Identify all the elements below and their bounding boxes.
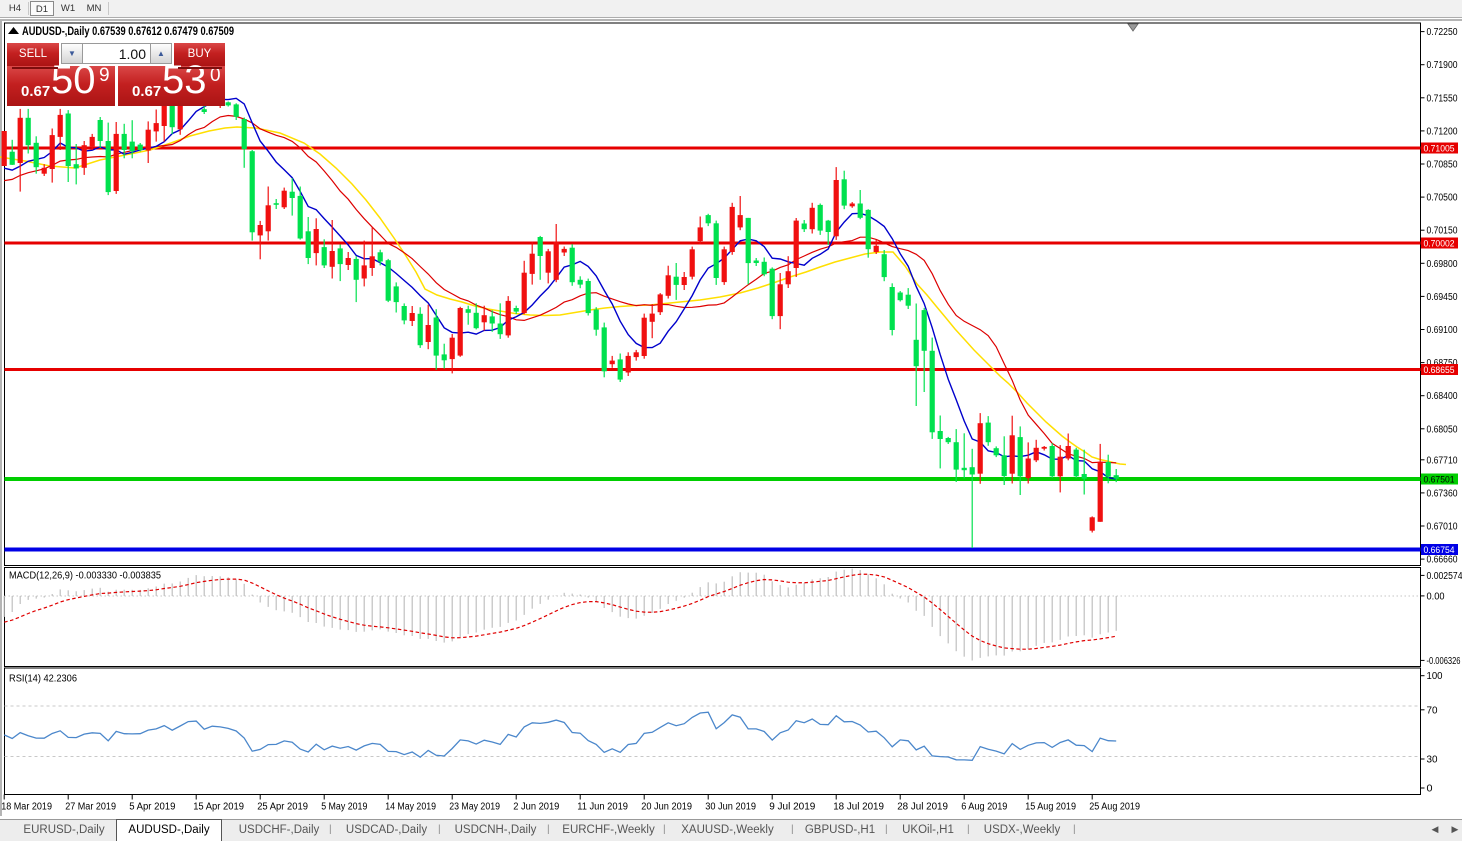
svg-text:2 Jun 2019: 2 Jun 2019 [513, 802, 560, 813]
svg-text:18 Mar 2019: 18 Mar 2019 [1, 802, 52, 813]
svg-text:0.002574: 0.002574 [1427, 571, 1462, 582]
svg-text:0.66754: 0.66754 [1424, 545, 1455, 556]
svg-text:15 Apr 2019: 15 Apr 2019 [193, 802, 244, 813]
svg-text:0.68655: 0.68655 [1424, 365, 1455, 376]
svg-text:0.67360: 0.67360 [1427, 488, 1458, 499]
svg-text:0.68050: 0.68050 [1427, 424, 1458, 435]
svg-text:0: 0 [1427, 784, 1433, 795]
svg-text:RSI(14) 42.2306: RSI(14) 42.2306 [9, 674, 77, 685]
svg-text:25 Aug 2019: 25 Aug 2019 [1089, 802, 1140, 813]
svg-text:20 Jun 2019: 20 Jun 2019 [641, 802, 692, 813]
svg-text:0.66660: 0.66660 [1427, 555, 1458, 566]
svg-text:30: 30 [1427, 755, 1438, 766]
svg-text:0.00: 0.00 [1427, 591, 1445, 602]
svg-text:100: 100 [1427, 671, 1443, 682]
svg-text:0.69450: 0.69450 [1427, 292, 1458, 303]
svg-text:28 Jul 2019: 28 Jul 2019 [897, 802, 948, 813]
svg-text:9 Jul 2019: 9 Jul 2019 [769, 802, 816, 813]
svg-text:70: 70 [1427, 705, 1438, 716]
svg-text:30 Jun 2019: 30 Jun 2019 [705, 802, 756, 813]
svg-text:0.69800: 0.69800 [1427, 259, 1458, 270]
svg-text:0.71550: 0.71550 [1427, 93, 1458, 104]
svg-text:0.68400: 0.68400 [1427, 391, 1458, 402]
svg-text:0.70500: 0.70500 [1427, 193, 1458, 204]
svg-text:-0.006326: -0.006326 [1427, 656, 1461, 667]
svg-text:15 Aug 2019: 15 Aug 2019 [1025, 802, 1076, 813]
svg-text:27 Mar 2019: 27 Mar 2019 [65, 802, 116, 813]
svg-text:14 May 2019: 14 May 2019 [385, 802, 436, 813]
svg-text:23 May 2019: 23 May 2019 [449, 802, 500, 813]
svg-text:25 Apr 2019: 25 Apr 2019 [257, 802, 308, 813]
svg-text:0.67501: 0.67501 [1424, 475, 1455, 486]
svg-text:0.71900: 0.71900 [1427, 60, 1458, 71]
svg-text:MACD(12,26,9) -0.003330 -0.003: MACD(12,26,9) -0.003330 -0.003835 [9, 571, 161, 582]
svg-text:18 Jul 2019: 18 Jul 2019 [833, 802, 884, 813]
svg-text:0.69100: 0.69100 [1427, 325, 1458, 336]
svg-text:0.70850: 0.70850 [1427, 160, 1458, 171]
svg-text:5 Apr 2019: 5 Apr 2019 [129, 802, 176, 813]
svg-text:6 Aug 2019: 6 Aug 2019 [961, 802, 1008, 813]
svg-text:0.67710: 0.67710 [1427, 455, 1458, 466]
svg-text:0.71200: 0.71200 [1427, 126, 1458, 137]
svg-text:0.67010: 0.67010 [1427, 522, 1458, 533]
svg-text:11 Jun 2019: 11 Jun 2019 [577, 802, 628, 813]
svg-text:0.70150: 0.70150 [1427, 226, 1458, 237]
svg-text:5 May 2019: 5 May 2019 [321, 802, 368, 813]
svg-text:AUDUSD-,Daily 0.67539 0.67612: AUDUSD-,Daily 0.67539 0.67612 0.67479 0.… [22, 26, 234, 38]
svg-text:0.72250: 0.72250 [1427, 27, 1458, 38]
svg-text:0.71005: 0.71005 [1424, 144, 1455, 155]
svg-text:0.70002: 0.70002 [1424, 239, 1455, 250]
